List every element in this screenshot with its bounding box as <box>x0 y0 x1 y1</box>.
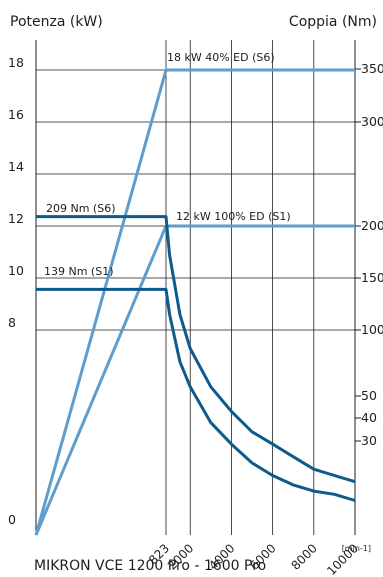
right-tick-label: 150 <box>361 270 383 285</box>
right-tick-label: 350 <box>361 61 383 76</box>
series-line-3 <box>36 215 356 484</box>
x-axis-unit: [min-1] <box>342 544 371 553</box>
annotation-power-s1: 12 kW 100% ED (S1) <box>176 210 291 223</box>
series-line-4 <box>36 287 356 502</box>
grid <box>36 40 356 535</box>
axes: 0810121416183040501001502003003508232000… <box>8 40 383 577</box>
left-axis-title: Potenza (kW) <box>10 14 103 30</box>
chart-title: MIKRON VCE 1200 Pro - 1600 Pro <box>34 558 266 574</box>
right-tick-label: 300 <box>361 114 383 129</box>
right-tick-label: 40 <box>361 410 377 425</box>
left-tick-label: 12 <box>8 211 24 226</box>
left-tick-label: 8 <box>8 315 16 330</box>
left-tick-label: 16 <box>8 107 24 122</box>
right-tick-label: 200 <box>361 218 383 233</box>
right-tick-label: 30 <box>361 433 377 448</box>
right-tick-label: 50 <box>361 388 377 403</box>
right-tick-label: 100 <box>361 322 383 337</box>
annotation-torque-s6: 209 Nm (S6) <box>46 202 116 215</box>
x-tick-label: 8000 <box>288 541 319 572</box>
annotation-power-s6: 18 kW 40% ED (S6) <box>167 51 275 64</box>
series-line-1 <box>34 68 355 536</box>
left-tick-label: 14 <box>8 159 24 174</box>
right-axis-title: Coppia (Nm) <box>289 14 377 30</box>
left-tick-label: 0 <box>8 512 16 527</box>
labels: Potenza (kW) Coppia (Nm) 18 kW 40% ED (S… <box>10 14 377 574</box>
annotation-torque-s1: 139 Nm (S1) <box>44 265 114 278</box>
left-tick-label: 10 <box>8 263 24 278</box>
left-tick-label: 18 <box>8 55 24 70</box>
series-layer <box>34 68 356 536</box>
